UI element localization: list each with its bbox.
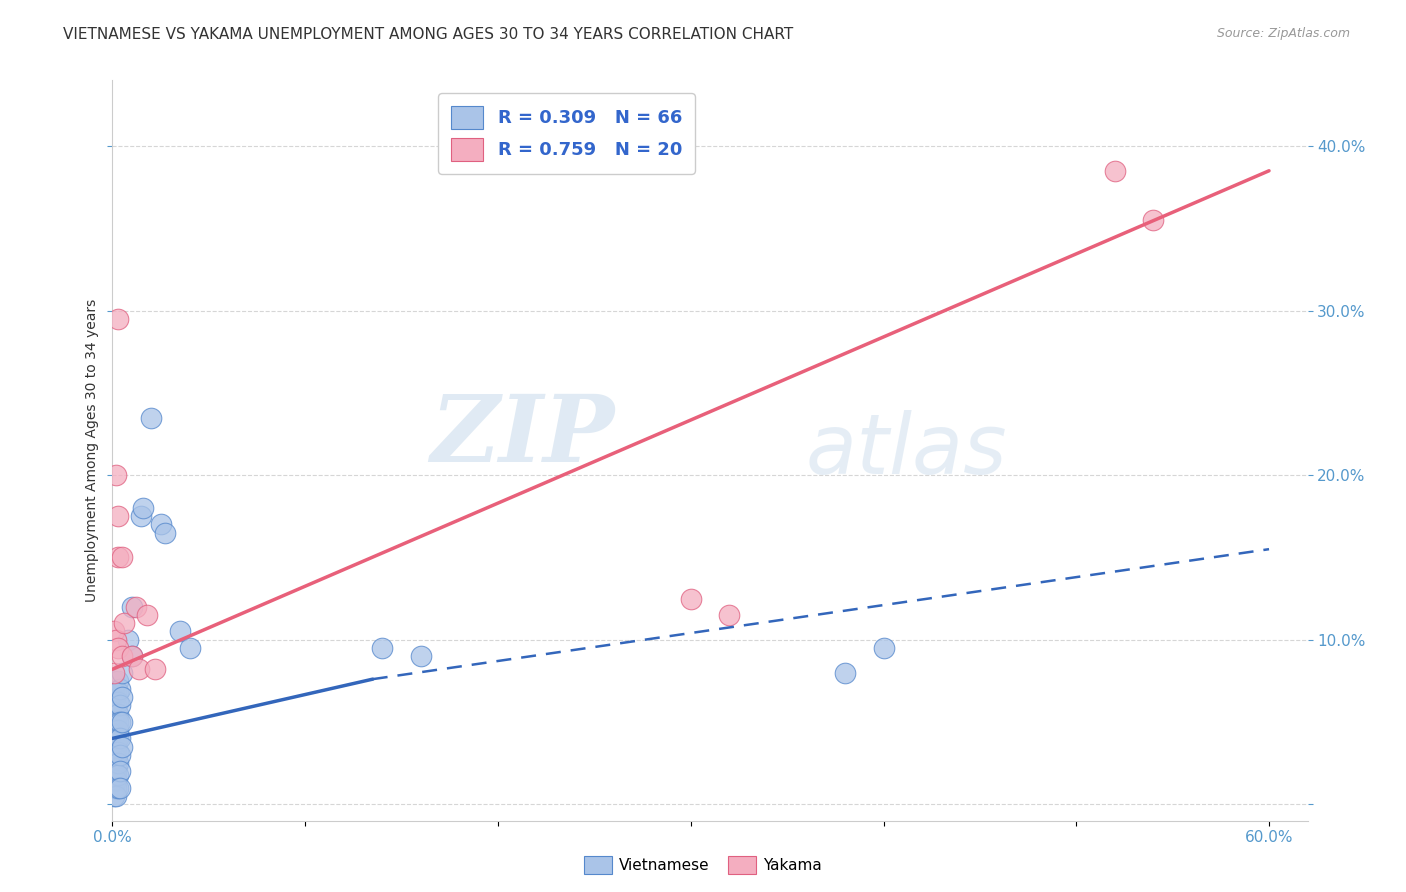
Point	[105, 739, 128, 754]
Point	[108, 764, 131, 779]
Point	[105, 767, 128, 781]
Point	[107, 311, 129, 326]
Point	[108, 780, 131, 795]
Point	[107, 673, 129, 688]
Point	[107, 745, 129, 759]
Point	[872, 640, 894, 655]
Point	[108, 747, 131, 762]
Text: atlas: atlas	[806, 410, 1007, 491]
Text: Source: ZipAtlas.com: Source: ZipAtlas.com	[1216, 27, 1350, 40]
Point	[111, 714, 134, 729]
Point	[111, 665, 134, 680]
Point	[105, 772, 128, 787]
Point	[834, 665, 856, 680]
Legend: Vietnamese, Yakama: Vietnamese, Yakama	[578, 850, 828, 880]
Point	[409, 649, 432, 664]
Point	[1142, 213, 1164, 227]
Point	[103, 780, 125, 795]
Point	[121, 649, 143, 664]
Point	[132, 501, 155, 516]
Point	[105, 698, 128, 713]
Point	[1104, 163, 1126, 178]
Legend: R = 0.309   N = 66, R = 0.759   N = 20: R = 0.309 N = 66, R = 0.759 N = 20	[439, 93, 695, 174]
Point	[111, 649, 134, 664]
Point	[103, 739, 125, 754]
Point	[103, 673, 125, 688]
Point	[111, 550, 134, 565]
Point	[108, 698, 131, 713]
Point	[107, 706, 129, 721]
Point	[105, 714, 128, 729]
Point	[169, 624, 191, 639]
Text: VIETNAMESE VS YAKAMA UNEMPLOYMENT AMONG AGES 30 TO 34 YEARS CORRELATION CHART: VIETNAMESE VS YAKAMA UNEMPLOYMENT AMONG …	[63, 27, 793, 42]
Point	[103, 772, 125, 787]
Point	[103, 706, 125, 721]
Point	[103, 695, 125, 709]
Point	[107, 723, 129, 738]
Point	[105, 734, 128, 748]
Point	[107, 640, 129, 655]
Point	[108, 714, 131, 729]
Point	[108, 731, 131, 746]
Point	[107, 767, 129, 781]
Point	[105, 706, 128, 721]
Point	[103, 665, 125, 680]
Point	[136, 607, 159, 622]
Point	[149, 517, 172, 532]
Point	[143, 662, 166, 676]
Point	[105, 756, 128, 770]
Point	[153, 525, 176, 540]
Point	[107, 550, 129, 565]
Point	[103, 747, 125, 762]
Point	[103, 624, 125, 639]
Point	[112, 616, 135, 631]
Point	[107, 756, 129, 770]
Point	[111, 690, 134, 705]
Point	[103, 764, 125, 779]
Point	[105, 751, 128, 765]
Point	[103, 731, 125, 746]
Point	[105, 745, 128, 759]
Point	[103, 756, 125, 770]
Point	[107, 731, 129, 746]
Point	[121, 649, 143, 664]
Point	[105, 789, 128, 803]
Point	[103, 685, 125, 699]
Point	[131, 509, 153, 524]
Point	[718, 607, 741, 622]
Point	[107, 714, 129, 729]
Point	[105, 685, 128, 699]
Point	[105, 632, 128, 647]
Point	[105, 728, 128, 742]
Point	[117, 632, 139, 647]
Point	[111, 739, 134, 754]
Point	[103, 723, 125, 738]
Point	[128, 662, 150, 676]
Point	[103, 714, 125, 729]
Text: ZIP: ZIP	[430, 391, 614, 481]
Point	[107, 685, 129, 699]
Y-axis label: Unemployment Among Ages 30 to 34 years: Unemployment Among Ages 30 to 34 years	[86, 299, 100, 602]
Point	[105, 723, 128, 738]
Point	[105, 761, 128, 775]
Point	[124, 599, 146, 614]
Point	[107, 509, 129, 524]
Point	[679, 591, 702, 606]
Point	[371, 640, 394, 655]
Point	[121, 599, 143, 614]
Point	[179, 640, 201, 655]
Point	[105, 468, 128, 483]
Point	[103, 789, 125, 803]
Point	[139, 410, 162, 425]
Point	[108, 681, 131, 696]
Point	[107, 780, 129, 795]
Point	[107, 695, 129, 709]
Point	[105, 780, 128, 795]
